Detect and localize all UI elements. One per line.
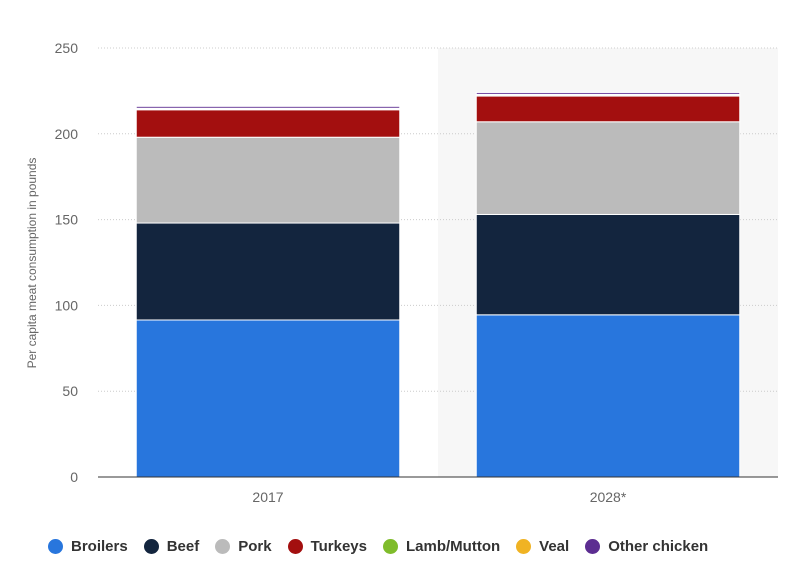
legend-marker-icon: [287, 539, 303, 554]
legend-item-veal[interactable]: Veal: [516, 538, 569, 555]
legend-item-broilers[interactable]: Broilers: [48, 538, 128, 555]
legend-marker-icon: [48, 539, 63, 554]
y-axis-label: Per capita meat consumption in pounds: [25, 158, 39, 369]
legend-label: Broilers: [71, 538, 128, 555]
legend-label: Lamb/Mutton: [406, 538, 501, 555]
legend-item-other-chicken[interactable]: Other chicken: [585, 538, 708, 555]
bar-turkeys[interactable]: [475, 95, 741, 123]
legend-item-beef[interactable]: Beef: [143, 538, 200, 555]
legend-item-lamb-mutton[interactable]: Lamb/Mutton: [383, 538, 500, 555]
x-tick-label: 2028*: [590, 489, 627, 505]
legend-marker-icon: [516, 539, 532, 554]
bar-other-chicken[interactable]: [135, 105, 401, 109]
legend-label: Other chicken: [608, 538, 709, 555]
chart-plot: 0 50 100 150 200 250 2017 2028* Per capita meat…: [25, 40, 778, 505]
bar-pork[interactable]: [475, 121, 741, 215]
bar-turkeys[interactable]: [135, 109, 401, 138]
legend-item-turkeys[interactable]: Turkeys: [287, 538, 367, 555]
bar-beef[interactable]: [135, 222, 401, 321]
bar-broilers[interactable]: [475, 314, 741, 478]
legend: Broilers Beef Pork Turkeys Lamb/Mutton Veal Ot…: [48, 538, 708, 555]
y-tick-label: 100: [55, 297, 79, 313]
bar-beef[interactable]: [475, 213, 741, 316]
bar-pork[interactable]: [135, 136, 401, 224]
y-tick-label: 50: [62, 383, 78, 399]
legend-label: Pork: [238, 538, 272, 555]
y-tick-label: 200: [55, 126, 79, 142]
legend-marker-icon: [143, 539, 159, 554]
x-tick-label: 2017: [252, 489, 283, 505]
legend-label: Veal: [539, 538, 570, 555]
bar-other-chicken[interactable]: [475, 91, 741, 95]
y-tick-label: 0: [70, 469, 78, 485]
y-tick-label: 250: [55, 40, 79, 56]
legend-marker-icon: [215, 539, 231, 554]
bar-broilers[interactable]: [135, 319, 401, 478]
legend-item-pork[interactable]: Pork: [215, 538, 272, 555]
legend-label: Beef: [166, 538, 200, 555]
legend-marker-icon: [585, 539, 601, 554]
legend-label: Turkeys: [310, 538, 367, 555]
y-tick-label: 150: [55, 212, 79, 228]
legend-marker-icon: [383, 539, 398, 554]
